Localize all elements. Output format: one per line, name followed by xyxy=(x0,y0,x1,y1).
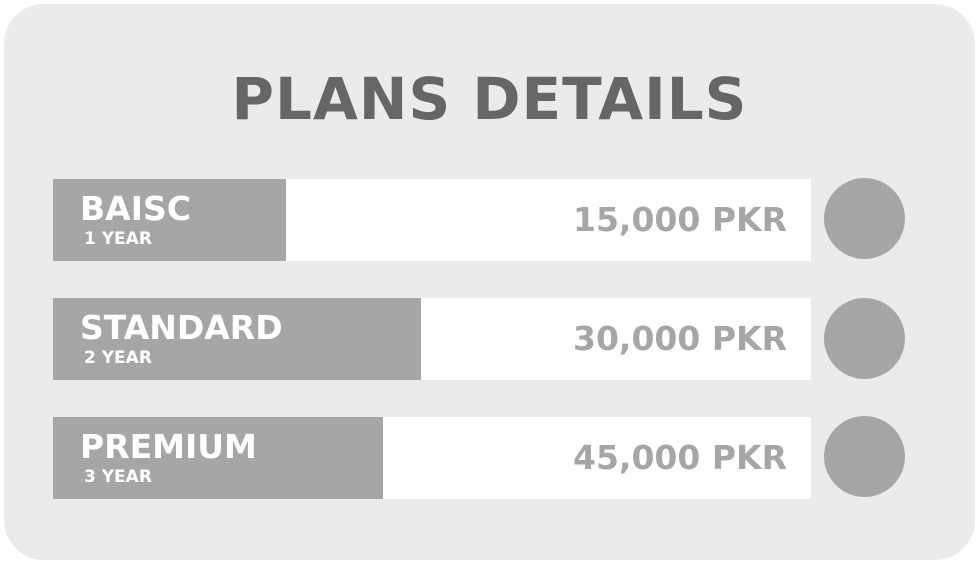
plan-select-button-premium[interactable] xyxy=(824,416,905,497)
plan-row-basic: BAISC 1 YEAR 15,000 PKR xyxy=(53,179,811,261)
plan-name: PREMIUM xyxy=(80,427,257,466)
plan-row-premium: PREMIUM 3 YEAR 45,000 PKR xyxy=(53,417,811,499)
plan-label-box: STANDARD 2 YEAR xyxy=(53,298,421,380)
plan-duration: 2 YEAR xyxy=(84,348,152,368)
plan-name: STANDARD xyxy=(80,308,283,347)
plan-duration: 3 YEAR xyxy=(84,467,152,487)
plan-select-button-basic[interactable] xyxy=(824,178,905,259)
plan-price: 45,000 PKR xyxy=(572,438,787,477)
plan-label-box: PREMIUM 3 YEAR xyxy=(53,417,383,499)
plan-label-box: BAISC 1 YEAR xyxy=(53,179,286,261)
plan-duration: 1 YEAR xyxy=(84,229,152,249)
plan-price: 15,000 PKR xyxy=(572,200,787,239)
plan-price: 30,000 PKR xyxy=(572,319,787,358)
plan-row-standard: STANDARD 2 YEAR 30,000 PKR xyxy=(53,298,811,380)
page-title: PLANS DETAILS xyxy=(231,65,748,133)
plan-name: BAISC xyxy=(80,189,191,228)
plan-select-button-standard[interactable] xyxy=(824,298,905,379)
